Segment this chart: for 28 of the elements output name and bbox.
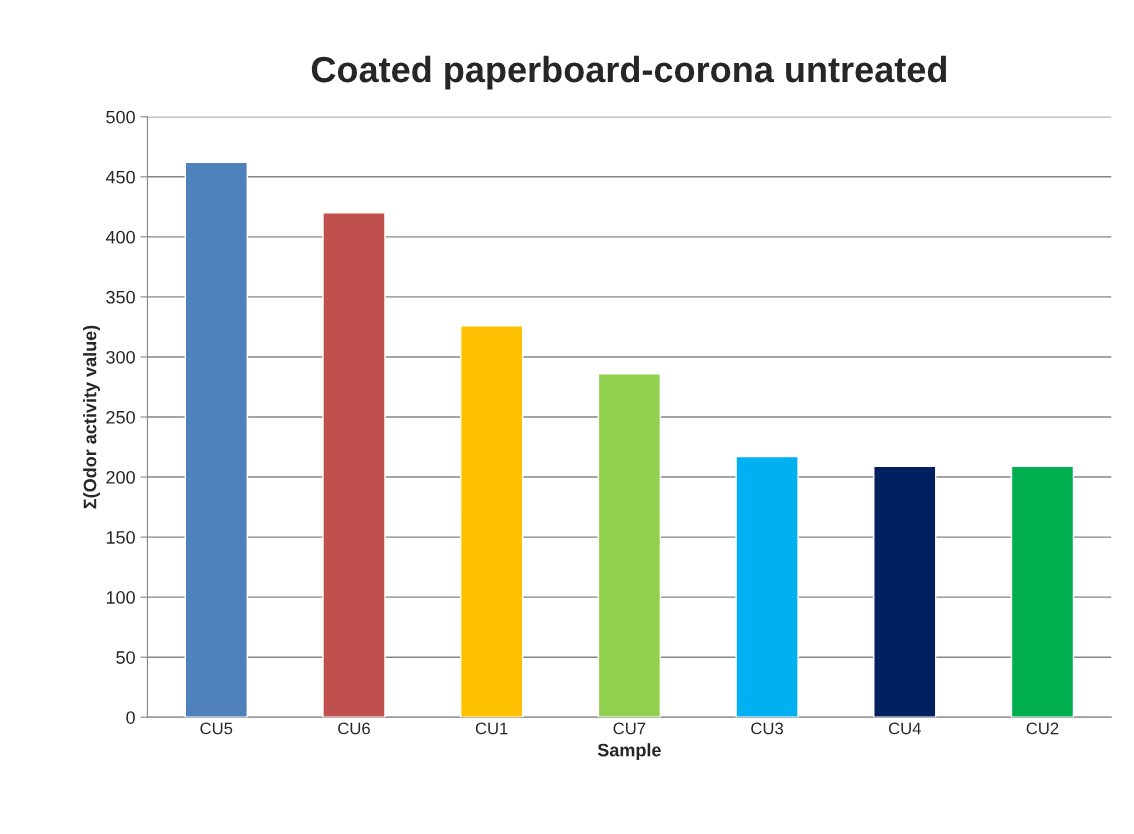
x-axis-title: Sample: [597, 743, 661, 761]
y-tick-label: 350: [106, 290, 135, 304]
bar: [322, 212, 386, 718]
x-tick-label: CU4: [888, 722, 921, 735]
x-tick-label: CU2: [1026, 722, 1059, 735]
y-tick-label: 150: [106, 531, 135, 544]
y-tick-label: 300: [106, 350, 135, 364]
x-tick-label: CU3: [751, 722, 784, 735]
y-axis-title: Σ(Odor activity value): [83, 325, 100, 509]
x-tick-label: CU6: [338, 722, 370, 735]
x-tick-label: CU7: [613, 722, 646, 735]
y-tick-label: 250: [106, 410, 135, 424]
y-tick-label: 400: [105, 230, 135, 244]
bar: [459, 325, 524, 718]
bar: [1010, 465, 1075, 718]
bar: [735, 455, 799, 718]
chart-title: Coated paperboard-corona untreated: [311, 55, 947, 90]
bar: [184, 161, 248, 718]
bar: [597, 373, 662, 718]
bar: [873, 465, 937, 718]
y-tick-label: 0: [126, 711, 135, 724]
y-tick-label: 500: [106, 110, 135, 124]
x-tick-label: CU1: [475, 722, 508, 735]
x-tick-label: CU5: [200, 722, 233, 735]
y-tick-label: 100: [106, 591, 135, 604]
y-tick-label: 450: [105, 170, 135, 184]
y-tick-label: 50: [116, 651, 135, 664]
y-tick-label: 200: [106, 470, 135, 484]
